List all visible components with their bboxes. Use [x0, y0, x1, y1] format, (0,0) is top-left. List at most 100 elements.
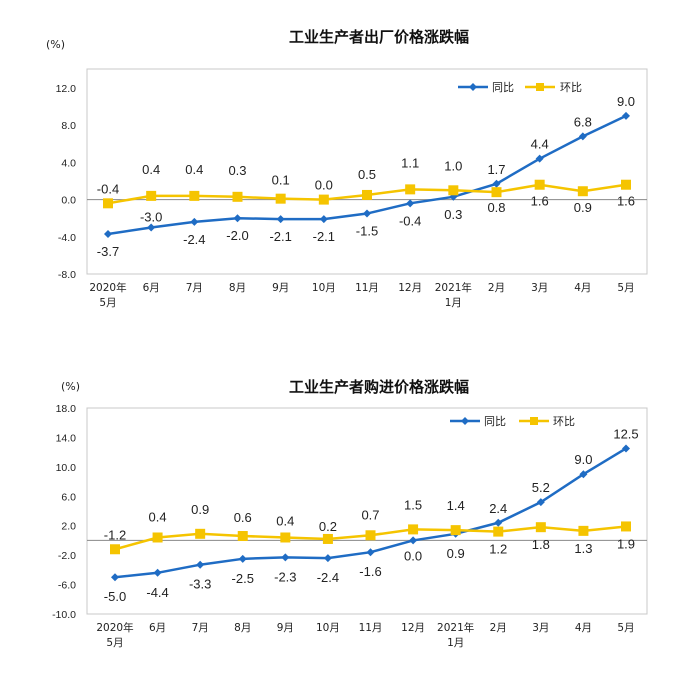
chart-2-x-axis: 2020年 5月 6月 7月 8月 9月 10月 11月 12月 2021年 1月 2月 3月 4月 5月	[96, 621, 634, 649]
mom-point	[493, 526, 504, 537]
x-tick-label: 4月	[575, 622, 592, 634]
mom-point	[152, 532, 163, 543]
mom-point	[621, 521, 631, 532]
x-tick-label: 2021年	[435, 281, 472, 294]
yoy-data-label: -3.3	[189, 577, 211, 592]
yoy-point	[579, 470, 588, 479]
yoy-point	[494, 518, 503, 527]
chart-2-data-labels: -5.0 -4.4 -3.3 -2.5 -2.3 -2.4 -1.6 0.0 0.9 2.4 5.2…	[104, 426, 639, 604]
mom-point	[362, 189, 372, 200]
chart-1-plot-area	[86, 68, 648, 275]
yoy-point	[622, 111, 630, 120]
mom-point	[405, 184, 416, 195]
x-tick-label: 5月	[617, 622, 634, 634]
yoy-data-label: 1.7	[487, 162, 505, 177]
x-tick-label: 5月	[106, 637, 123, 649]
mom-point	[534, 179, 545, 190]
x-tick-label: 3月	[531, 282, 548, 294]
chart-2-unit: (%)	[61, 380, 80, 393]
mom-point	[280, 532, 291, 543]
mom-point	[578, 525, 589, 536]
yoy-data-label: -2.4	[317, 570, 339, 585]
yoy-point	[366, 548, 375, 557]
yoy-point	[323, 554, 332, 563]
x-tick-label: 11月	[355, 282, 379, 294]
y-tick-label: -2.0	[58, 550, 76, 562]
chart-1-data-labels: -3.7 -3.0 -2.4 -2.0 -2.1 -2.1 -1.5 -0.4 0.3 1.7 4.…	[97, 94, 635, 259]
legend-square-icon	[536, 83, 544, 91]
chart-2-y-axis: 18.0 14.0 10.0 6.0 2.0 -2.0 -6.0 -10.0	[52, 403, 76, 621]
chart-1-y-axis: 12.0 8.0 4.0 0.0 -4.0 -8.0	[56, 83, 77, 281]
x-tick-label: 11月	[359, 622, 383, 634]
yoy-point	[622, 444, 630, 453]
legend-diamond-icon	[469, 83, 477, 91]
yoy-data-label: 0.0	[404, 548, 422, 563]
chart-1: 工业生产者出厂价格涨跌幅 (%) 12.0 8.0 4.0 0.0 -4.0 -8.0 2…	[46, 28, 648, 309]
x-tick-label: 9月	[277, 622, 294, 634]
y-tick-label: 4.0	[61, 157, 76, 169]
yoy-point	[281, 553, 290, 562]
chart-2-legend-mom: 环比	[553, 415, 575, 428]
yoy-point	[190, 217, 199, 226]
mom-data-label: 0.4	[149, 509, 167, 524]
mom-point	[365, 530, 376, 541]
yoy-data-label: 6.8	[574, 114, 592, 129]
mom-data-label: 0.6	[234, 510, 252, 525]
yoy-point	[409, 536, 418, 545]
y-tick-label: -10.0	[52, 609, 76, 621]
chart-2-legend-yoy: 同比	[484, 415, 506, 428]
mom-point	[189, 190, 200, 201]
chart-2: 工业生产者购进价格涨跌幅 (%) 18.0 14.0 10.0 6.0 2.0 -2.0 -…	[52, 378, 648, 649]
mom-point	[146, 190, 157, 201]
yoy-data-label: -1.5	[356, 224, 378, 239]
x-tick-label: 2月	[488, 282, 505, 294]
yoy-data-label: 0.3	[444, 207, 462, 222]
chart-2-plot-area	[86, 407, 648, 615]
yoy-data-label: -3.7	[97, 244, 119, 259]
mom-data-label: 0.0	[315, 178, 333, 193]
yoy-data-label: 0.9	[447, 546, 465, 561]
chart-1-unit: (%)	[46, 38, 65, 51]
x-tick-label: 6月	[143, 282, 160, 294]
yoy-point	[536, 498, 545, 507]
x-tick-label: 5月	[617, 282, 634, 294]
chart-1-legend-mom: 环比	[560, 81, 582, 94]
x-tick-label: 9月	[272, 282, 289, 294]
mom-point	[535, 522, 546, 533]
y-tick-label: -4.0	[58, 232, 76, 244]
mom-data-label: -1.2	[104, 527, 126, 542]
x-tick-label: 12月	[398, 282, 422, 294]
x-tick-label: 4月	[574, 282, 591, 294]
mom-data-label: 1.6	[617, 194, 635, 209]
yoy-point	[238, 554, 247, 563]
yoy-data-label: -2.3	[274, 569, 296, 584]
x-tick-label: 2020年	[89, 281, 126, 294]
x-tick-label: 2021年	[437, 621, 474, 634]
mom-data-label: 1.6	[531, 194, 549, 209]
mom-point	[232, 191, 243, 202]
legend-diamond-icon	[461, 417, 469, 425]
x-tick-label: 8月	[229, 282, 246, 294]
mom-point	[275, 193, 286, 204]
mom-data-label: 1.2	[489, 542, 507, 557]
yoy-point	[233, 214, 242, 223]
x-tick-label: 7月	[186, 282, 203, 294]
y-tick-label: -8.0	[58, 269, 76, 281]
yoy-point	[492, 179, 501, 188]
yoy-point	[111, 573, 119, 582]
x-tick-label: 10月	[312, 282, 336, 294]
y-tick-label: 6.0	[61, 491, 76, 503]
chart-1-x-axis: 2020年 5月 6月 7月 8月 9月 10月 11月 12月 2021年 1月 2月 3月 4月 5月	[89, 281, 634, 309]
mom-data-label: 0.3	[228, 163, 246, 178]
mom-data-label: 0.5	[358, 167, 376, 182]
mom-data-label: 0.4	[276, 513, 294, 528]
chart-1-legend: 同比 环比	[458, 81, 582, 94]
yoy-data-label: 12.5	[613, 426, 638, 441]
mom-data-label: 0.8	[487, 200, 505, 215]
yoy-data-label: 2.4	[489, 501, 507, 516]
yoy-point	[104, 230, 112, 239]
yoy-point	[578, 132, 587, 141]
legend-square-icon	[530, 417, 538, 425]
yoy-data-label: -0.4	[399, 213, 421, 228]
